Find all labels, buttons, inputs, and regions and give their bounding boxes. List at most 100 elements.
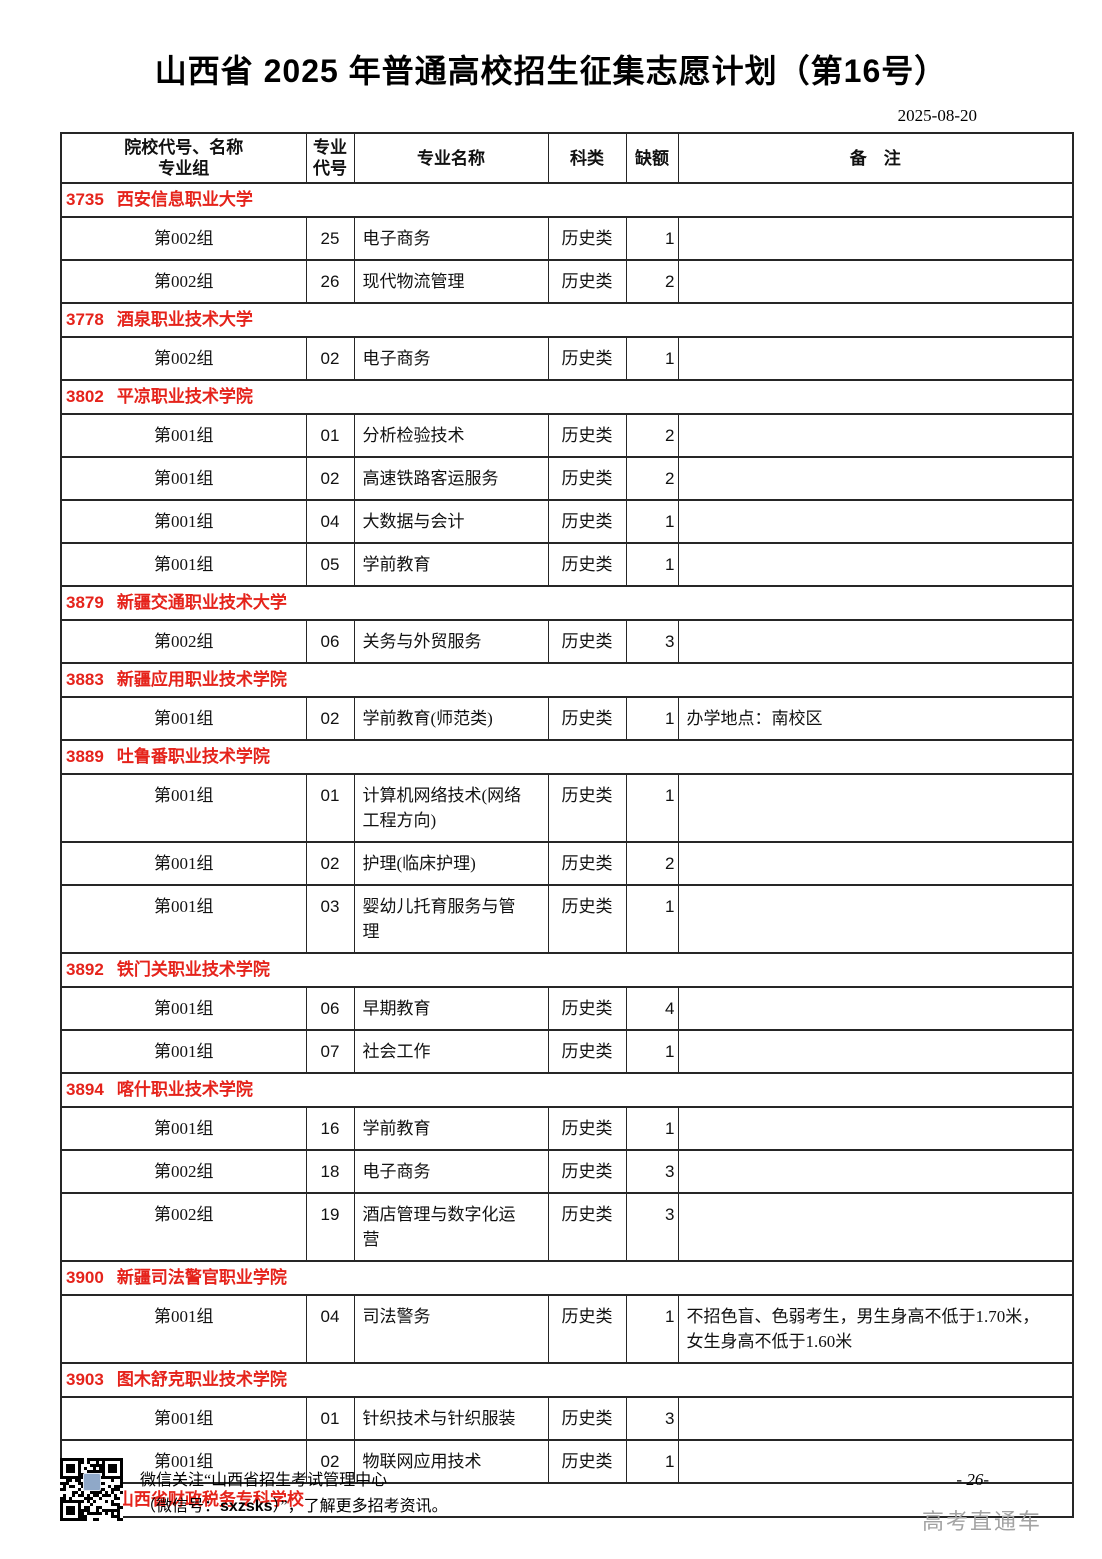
cell-category: 历史类 — [547, 884, 627, 954]
table-row: 第002组 25 电子商务 历史类 1 — [60, 216, 1074, 261]
header-major-code-line2: 代号 — [313, 159, 347, 178]
cell-major-name: 司法警务 — [353, 1294, 549, 1364]
cell-group: 第001组 — [60, 841, 307, 886]
cell-major-code: 01 — [305, 413, 355, 458]
page-title: 山西省 2025 年普通高校招生征集志愿计划（第16号） — [154, 53, 948, 89]
cell-major-name: 计算机网络技术(网络工程方向) — [353, 773, 549, 843]
section-row: 3900 新疆司法警官职业学院 — [60, 1260, 1074, 1296]
cell-remark — [677, 1192, 1074, 1262]
cell-category: 历史类 — [547, 1294, 627, 1364]
cell-major-code: 06 — [305, 619, 355, 664]
cell-group: 第002组 — [60, 216, 307, 261]
cell-major-code: 18 — [305, 1149, 355, 1194]
cell-category: 历史类 — [547, 696, 627, 741]
cell-remark — [677, 1396, 1074, 1441]
footer-line2: （微信号：sxzsks）”，了解更多招考资讯。 — [140, 1494, 448, 1520]
college-name: 酒泉职业技术大学 — [116, 310, 253, 329]
cell-vacancy: 1 — [625, 499, 679, 544]
cell-major-name: 大数据与会计 — [353, 499, 549, 544]
table-row: 第002组 26 现代物流管理 历史类 2 — [60, 259, 1074, 304]
table-row: 第001组 07 社会工作 历史类 1 — [60, 1029, 1074, 1074]
cell-vacancy: 3 — [625, 1192, 679, 1262]
college-name: 西安信息职业大学 — [116, 190, 253, 209]
cell-major-name: 学前教育 — [353, 1106, 549, 1151]
header-vacancy: 缺额 — [625, 132, 679, 184]
cell-vacancy: 1 — [625, 884, 679, 954]
cell-category: 历史类 — [547, 986, 627, 1031]
cell-vacancy: 3 — [625, 1149, 679, 1194]
table-row: 第001组 16 学前教育 历史类 1 — [60, 1106, 1074, 1151]
cell-group: 第002组 — [60, 619, 307, 664]
cell-major-code: 03 — [305, 884, 355, 954]
cell-group: 第001组 — [60, 1294, 307, 1364]
cell-major-code: 05 — [305, 542, 355, 587]
table-header-row: 院校代号、名称 专业组 专业 代号 专业名称 科类 缺额 备 注 — [60, 132, 1074, 184]
cell-remark — [677, 1439, 1074, 1484]
document-date: 2025-08-20 — [897, 106, 977, 125]
wechat-logo-icon — [83, 1473, 101, 1491]
section-label: 3894 喀什职业技术学院 — [60, 1072, 1074, 1108]
admission-plan-table: 院校代号、名称 专业组 专业 代号 专业名称 科类 缺额 备 注 3735 西安信… — [60, 132, 1074, 1518]
header-major-code-line1: 专业 — [313, 138, 347, 157]
college-name: 新疆交通职业技术大学 — [116, 593, 287, 612]
cell-category: 历史类 — [547, 1149, 627, 1194]
cell-vacancy: 1 — [625, 1029, 679, 1074]
cell-remark — [677, 1106, 1074, 1151]
cell-remark — [677, 499, 1074, 544]
footer-line2-post: ）”，了解更多招考资讯。 — [272, 1498, 448, 1515]
college-code: 3903 — [66, 1370, 104, 1389]
header-college-line1: 院校代号、名称 — [124, 138, 244, 157]
cell-vacancy: 3 — [625, 1396, 679, 1441]
cell-major-code: 02 — [305, 1439, 355, 1484]
watermark: 高考直通车 — [921, 1509, 1042, 1534]
table-row: 第001组 04 大数据与会计 历史类 1 — [60, 499, 1074, 544]
cell-category: 历史类 — [547, 1439, 627, 1484]
cell-vacancy: 1 — [625, 216, 679, 261]
cell-major-name: 电子商务 — [353, 216, 549, 261]
cell-group: 第001组 — [60, 1396, 307, 1441]
college-name: 新疆司法警官职业学院 — [116, 1268, 287, 1287]
cell-remark — [677, 884, 1074, 954]
cell-category: 历史类 — [547, 619, 627, 664]
college-code: 3778 — [66, 310, 104, 329]
cell-major-name: 关务与外贸服务 — [353, 619, 549, 664]
cell-category: 历史类 — [547, 1106, 627, 1151]
table-row: 第001组 05 学前教育 历史类 1 — [60, 542, 1074, 587]
cell-major-name: 婴幼儿托育服务与管理 — [353, 884, 549, 954]
college-code: 3735 — [66, 190, 104, 209]
table-row: 第001组 04 司法警务 历史类 1 不招色盲、色弱考生，男生身高不低于1.70米，女生… — [60, 1294, 1074, 1364]
table-row: 第001组 02 学前教育(师范类) 历史类 1 办学地点：南校区 — [60, 696, 1074, 741]
section-row: 3883 新疆应用职业技术学院 — [60, 662, 1074, 698]
header-college: 院校代号、名称 专业组 — [60, 132, 307, 184]
header-category: 科类 — [547, 132, 627, 184]
cell-major-code: 06 — [305, 986, 355, 1031]
footer-line1: 微信关注“山西省招生考试管理中心 — [140, 1472, 388, 1489]
cell-group: 第002组 — [60, 1192, 307, 1262]
page-number: - 26- — [956, 1470, 989, 1489]
college-code: 3802 — [66, 387, 104, 406]
cell-major-name: 高速铁路客运服务 — [353, 456, 549, 501]
cell-vacancy: 1 — [625, 542, 679, 587]
cell-group: 第001组 — [60, 499, 307, 544]
cell-category: 历史类 — [547, 456, 627, 501]
section-row: 3903 图木舒克职业技术学院 — [60, 1362, 1074, 1398]
section-row: 3879 新疆交通职业技术大学 — [60, 585, 1074, 621]
cell-group: 第001组 — [60, 986, 307, 1031]
cell-major-name: 电子商务 — [353, 336, 549, 381]
section-row: 3778 酒泉职业技术大学 — [60, 302, 1074, 338]
college-code: 3879 — [66, 593, 104, 612]
college-name: 平凉职业技术学院 — [116, 387, 253, 406]
cell-major-code: 16 — [305, 1106, 355, 1151]
cell-major-code: 26 — [305, 259, 355, 304]
cell-vacancy: 2 — [625, 413, 679, 458]
cell-remark — [677, 259, 1074, 304]
cell-group: 第002组 — [60, 1149, 307, 1194]
cell-category: 历史类 — [547, 413, 627, 458]
cell-group: 第002组 — [60, 336, 307, 381]
cell-category: 历史类 — [547, 773, 627, 843]
cell-vacancy: 2 — [625, 259, 679, 304]
cell-remark — [677, 986, 1074, 1031]
cell-vacancy: 3 — [625, 619, 679, 664]
table-row: 第001组 06 早期教育 历史类 4 — [60, 986, 1074, 1031]
